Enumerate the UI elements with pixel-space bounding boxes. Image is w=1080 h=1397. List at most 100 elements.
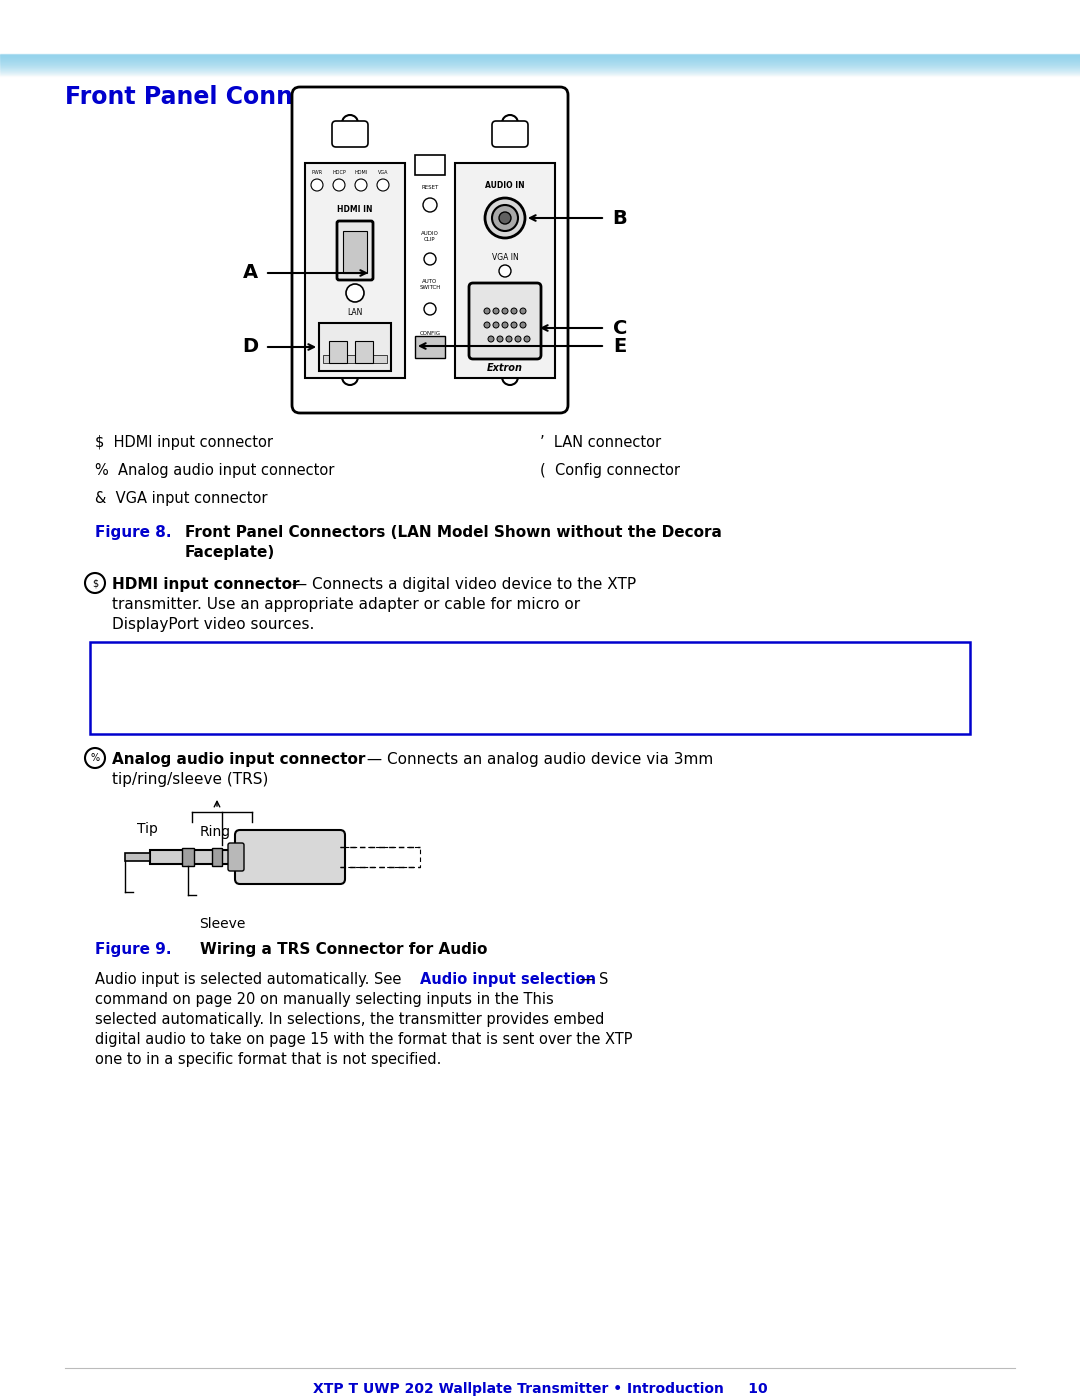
Circle shape [424,253,436,265]
Bar [323,355,387,363]
Text: Front Panel Connectors (LAN Model Shown without the Decora: Front Panel Connectors (LAN Model Shown … [185,525,721,541]
Text: on page 8.: on page 8. [728,694,811,710]
Text: Figure 9.: Figure 9. [95,942,172,957]
Circle shape [85,573,105,592]
Bar [415,337,445,358]
Circle shape [346,284,364,302]
Circle shape [333,179,345,191]
Text: HDMI: HDMI [354,170,367,175]
FancyBboxPatch shape [332,122,368,147]
Text: CONFIG: CONFIG [419,331,441,337]
Circle shape [488,337,494,342]
Circle shape [484,307,490,314]
Text: RESET: RESET [421,184,438,190]
Text: %: % [91,753,99,763]
Text: Front Panel Connectors: Front Panel Connectors [65,85,376,109]
Text: VGA: VGA [378,170,388,175]
Circle shape [342,369,357,386]
Text: DisplayPort video sources.: DisplayPort video sources. [112,617,314,631]
Bar [455,163,555,379]
Text: Audio input is selected automatically. See: Audio input is selected automatically. S… [95,972,406,988]
Text: D: D [242,338,258,356]
FancyBboxPatch shape [332,332,368,359]
Text: XTP T UWP 202 Wallplate Transmitter • Introduction     10: XTP T UWP 202 Wallplate Transmitter • In… [313,1382,767,1396]
Circle shape [502,115,518,131]
FancyBboxPatch shape [492,332,528,359]
Text: digital audio to take on page 15 with the format that is sent over the XTP: digital audio to take on page 15 with th… [95,1032,633,1046]
Circle shape [377,179,389,191]
Text: %  Analog audio input connector: % Analog audio input connector [95,462,335,478]
Text: — Connects a digital video device to the XTP: — Connects a digital video device to the… [287,577,636,592]
FancyBboxPatch shape [492,122,528,147]
Circle shape [492,307,499,314]
Text: $  HDMI input connector: $ HDMI input connector [95,434,273,450]
Circle shape [499,265,511,277]
Bar [125,854,150,861]
Text: — S: — S [575,972,608,988]
Text: Sleeve: Sleeve [199,916,245,930]
Text: $: $ [92,578,98,588]
Circle shape [485,198,525,237]
Bar [415,155,445,175]
Circle shape [511,321,517,328]
Text: Faceplate): Faceplate) [185,545,275,560]
Text: Analog audio input connector: Analog audio input connector [112,752,365,767]
Text: AUDIO
CLIP: AUDIO CLIP [421,231,438,242]
Text: HDMI IN: HDMI IN [337,205,373,214]
Circle shape [519,307,526,314]
Text: — Connects an analog audio device via 3mm: — Connects an analog audio device via 3m… [362,752,713,767]
Circle shape [311,179,323,191]
Circle shape [355,179,367,191]
Text: Extron: Extron [487,363,523,373]
Text: selected automatically. In selections, the transmitter provides embed: selected automatically. In selections, t… [95,1011,605,1027]
Circle shape [507,337,512,342]
Text: HDCP: HDCP [333,170,346,175]
Circle shape [515,337,521,342]
FancyBboxPatch shape [469,284,541,359]
Text: C: C [612,319,627,338]
Circle shape [346,239,364,257]
Text: Audio input selection: Audio input selection [420,972,596,988]
Bar [329,341,347,363]
Text: HDMI input connector: HDMI input connector [112,577,299,592]
Text: AUDIO IN: AUDIO IN [485,182,525,190]
Text: tip/ring/sleeve (TRS): tip/ring/sleeve (TRS) [112,773,268,787]
FancyBboxPatch shape [235,830,345,884]
Text: A: A [242,264,257,282]
Text: AUTO
SWITCH: AUTO SWITCH [419,279,441,289]
Circle shape [524,337,530,342]
Text: command on page 20 on manually selecting inputs in the This: command on page 20 on manually selecting… [95,992,554,1007]
Text: NOTES:: NOTES: [108,652,170,666]
Circle shape [511,307,517,314]
Text: VGA IN: VGA IN [491,253,518,263]
Bar [305,163,405,379]
Circle shape [492,205,518,231]
Bar [150,849,240,863]
Text: &  VGA input connector: & VGA input connector [95,490,268,506]
Text: LAN: LAN [348,307,363,317]
Circle shape [519,321,526,328]
Bar [183,848,194,866]
Circle shape [502,321,508,328]
Text: transmitter. Use an appropriate adapter or cable for micro or: transmitter. Use an appropriate adapter … [112,597,580,612]
Circle shape [502,307,508,314]
Circle shape [85,747,105,768]
Text: ’  LAN connector: ’ LAN connector [540,434,661,450]
Text: Figure 8.: Figure 8. [95,525,172,541]
Circle shape [497,337,503,342]
Text: •  Use an Extron cable to ensure the connector to the device. See: • Use an Extron cable to ensure the conn… [120,694,607,710]
Bar [343,231,367,272]
Text: HDMI Connection: HDMI Connection [598,694,741,710]
Circle shape [499,212,511,224]
Text: PWR: PWR [311,170,323,175]
Text: •  The maximum cable length is 6 feet.: • The maximum cable length is 6 feet. [120,672,408,687]
FancyBboxPatch shape [292,87,568,414]
FancyBboxPatch shape [337,221,373,279]
Bar [319,323,391,372]
Text: Ring: Ring [200,826,231,840]
Circle shape [423,198,437,212]
Text: (  Config connector: ( Config connector [540,462,680,478]
Bar [212,848,222,866]
Text: device. See HDMI Connection on page 8.: device. See HDMI Connection on page 8. [120,714,419,729]
Circle shape [484,321,490,328]
